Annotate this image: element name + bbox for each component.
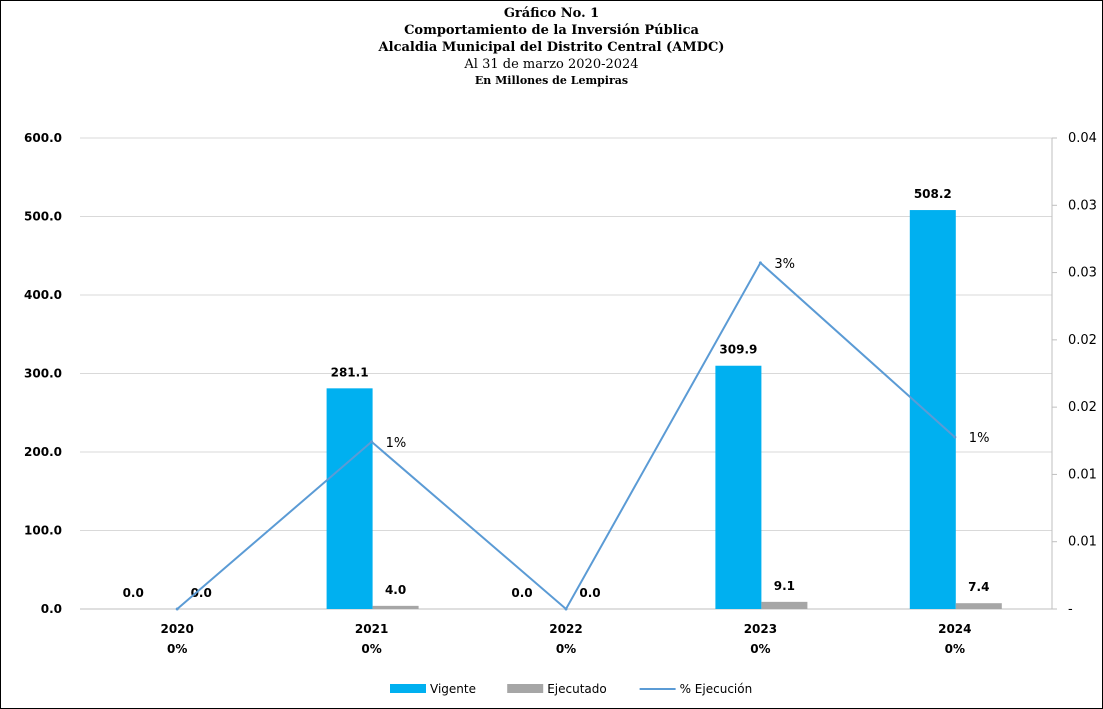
pct-label: 3% [774, 257, 795, 272]
bar-ejecutado [372, 605, 419, 609]
line-point [564, 607, 568, 611]
data-label-ejecutado: 4.0 [385, 583, 406, 597]
y2-tick-label: 0.03 [1068, 266, 1097, 281]
x-tick-sublabel: 0% [361, 642, 381, 656]
y2-tick-label: 0.02 [1068, 400, 1097, 415]
data-label-vigente: 0.0 [123, 586, 144, 600]
y2-tick-label: 0.03 [1068, 198, 1097, 213]
y-tick-label: 200.0 [24, 445, 62, 459]
y2-tick-label: 0.01 [1068, 535, 1097, 550]
line-point [175, 607, 179, 611]
line-ejecucion [176, 261, 956, 611]
y2-tick-label: 0.02 [1068, 333, 1097, 348]
data-label-ejecutado: 0.0 [579, 586, 600, 600]
pct-label: 1% [386, 436, 407, 451]
y2-tick-label: - [1068, 602, 1073, 617]
line-point [758, 261, 762, 265]
x-tick-label: 2020 [160, 622, 193, 636]
data-label-ejecutado: 9.1 [774, 579, 795, 593]
y2-tick-label: 0.01 [1068, 467, 1097, 482]
bar-ejecutado [761, 601, 808, 609]
data-label-ejecutado: 7.4 [968, 580, 989, 594]
chart-subtitle-line-3: Al 31 de marzo 2020-2024 [464, 57, 639, 72]
x-tick-sublabel: 0% [167, 642, 187, 656]
x-tick-sublabel: 0% [750, 642, 770, 656]
line-point [953, 435, 957, 439]
x-tick-sublabel: 0% [556, 642, 576, 656]
y-tick-label: 400.0 [24, 288, 62, 302]
x-tick-label: 2021 [355, 622, 388, 636]
legend-swatch-vigente [390, 684, 426, 693]
bar-vigente [326, 388, 373, 609]
y-tick-label: 600.0 [24, 131, 62, 145]
chart-subtitle-line-1: Comportamiento de la Inversión Pública [404, 23, 699, 38]
x-tick-sublabel: 0% [945, 642, 965, 656]
legend-swatch-ejecutado [507, 684, 544, 693]
data-label-vigente: 309.9 [719, 343, 757, 357]
y2-tick-label: 0.04 [1068, 131, 1097, 146]
line-point [370, 440, 374, 444]
data-label-ejecutado: 0.0 [191, 586, 212, 600]
y-tick-label: 0.0 [41, 602, 62, 616]
pct-label: 1% [969, 431, 990, 446]
bar-vigente [909, 210, 956, 610]
data-label-vigente: 508.2 [914, 187, 952, 201]
legend-label: Ejecutado [547, 682, 607, 696]
x-tick-label: 2022 [549, 622, 582, 636]
chart-subtitle-line-4: En Millones de Lempiras [474, 74, 629, 87]
chart-subtitle-line-2: Alcaldia Municipal del Distrito Central … [378, 40, 725, 55]
x-tick-label: 2024 [938, 622, 971, 636]
legend-label: Vigente [430, 682, 476, 696]
y-tick-label: 500.0 [24, 210, 62, 224]
chart-title: Gráfico No. 1 [503, 6, 600, 21]
legend-label: % Ejecución [680, 682, 753, 696]
x-tick-label: 2023 [744, 622, 777, 636]
data-label-vigente: 281.1 [331, 365, 369, 379]
data-label-vigente: 0.0 [511, 586, 532, 600]
y-tick-label: 300.0 [24, 367, 62, 381]
y-tick-label: 100.0 [24, 524, 62, 538]
bar-ejecutado [955, 603, 1002, 609]
bar-vigente [715, 365, 762, 609]
